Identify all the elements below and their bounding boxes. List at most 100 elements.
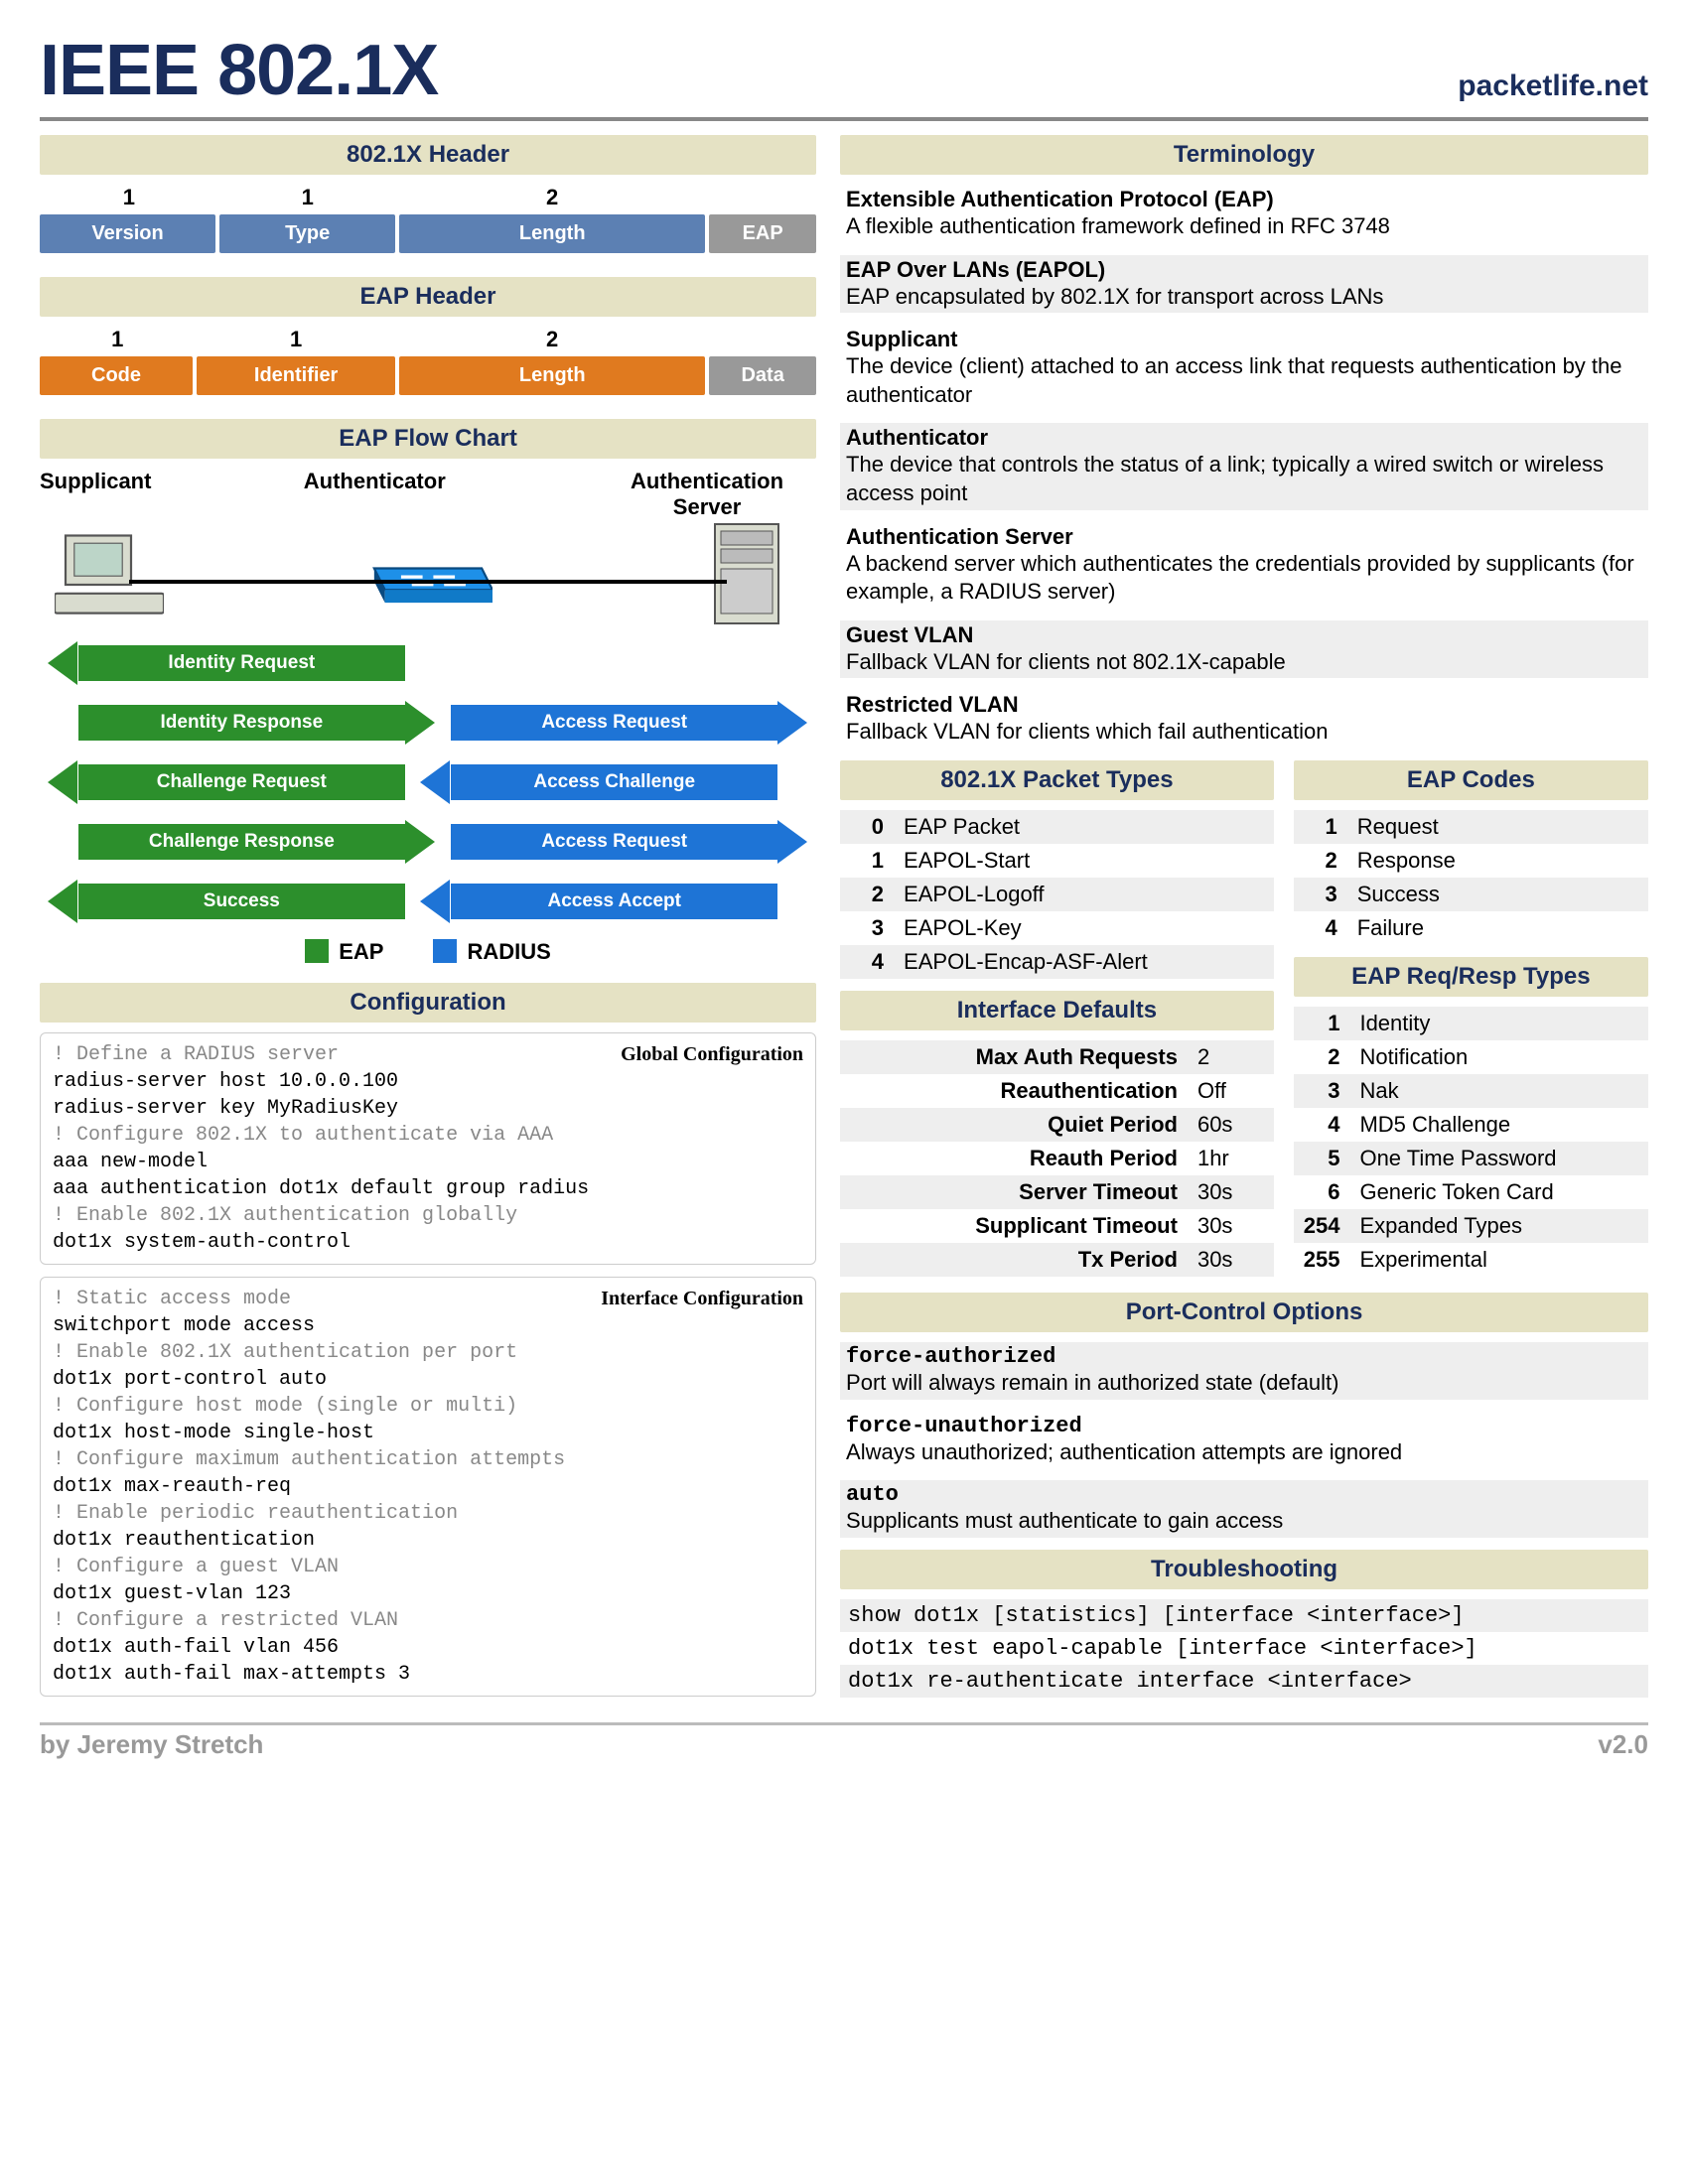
default-value: 30s <box>1188 1209 1274 1243</box>
term-title: Restricted VLAN <box>846 692 1642 718</box>
arrow-label: Access Request <box>451 824 776 860</box>
code-label: Generic Token Card <box>1349 1175 1648 1209</box>
term-title: EAP Over LANs (EAPOL) <box>846 257 1642 283</box>
header-eap-byte-row: 112 <box>40 327 816 352</box>
port-control-item: force-authorizedPort will always remain … <box>840 1342 1648 1400</box>
code-number: 4 <box>1294 911 1347 945</box>
arrow-label: Access Accept <box>451 884 776 919</box>
code-label: EAP Packet <box>894 810 1274 844</box>
code-number: 2 <box>840 878 894 911</box>
byte-count: 1 <box>195 327 396 352</box>
table-row: 4Failure <box>1294 911 1648 945</box>
term-desc: Fallback VLAN for clients which fail aut… <box>846 718 1642 747</box>
code-number: 1 <box>1294 810 1347 844</box>
default-value: Off <box>1188 1074 1274 1108</box>
term-desc: Fallback VLAN for clients not 802.1X-cap… <box>846 648 1642 677</box>
pc-term: force-unauthorized <box>846 1414 1642 1438</box>
table-row: Supplicant Timeout30s <box>840 1209 1274 1243</box>
default-value: 60s <box>1188 1108 1274 1142</box>
legend-item: RADIUS <box>433 939 550 965</box>
config-command: dot1x port-control auto <box>53 1366 803 1393</box>
code-label: MD5 Challenge <box>1349 1108 1648 1142</box>
flow-arrow: Access Request <box>40 701 816 745</box>
band-defaults: Interface Defaults <box>840 991 1274 1030</box>
code-number: 255 <box>1294 1243 1350 1277</box>
config-command: radius-server host 10.0.0.100 <box>53 1068 803 1095</box>
flow-row: Challenge ResponseAccess Request <box>40 820 816 864</box>
pc-desc: Always unauthorized; authentication atte… <box>846 1438 1642 1467</box>
troubleshoot-command: dot1x test eapol-capable [interface <int… <box>840 1632 1648 1665</box>
code-label: Identity <box>1349 1007 1648 1040</box>
legend-item: EAP <box>305 939 383 965</box>
term-title: Authentication Server <box>846 524 1642 550</box>
table-row: Server Timeout30s <box>840 1175 1274 1209</box>
flow-arrow: Access Accept <box>40 880 816 923</box>
flow-chart: Supplicant Authenticator Authentication … <box>40 469 816 965</box>
header-cell: Identifier <box>197 356 395 395</box>
flow-arrow: Identity Request <box>40 641 816 685</box>
code-number: 4 <box>840 945 894 979</box>
byte-count: 1 <box>40 327 195 352</box>
packet-types-table: 0EAP Packet1EAPOL-Start2EAPOL-Logoff3EAP… <box>840 810 1274 979</box>
table-row: 1Identity <box>1294 1007 1648 1040</box>
term-block: Restricted VLANFallback VLAN for clients… <box>840 690 1648 749</box>
config-comment: ! Configure maximum authentication attem… <box>53 1446 803 1473</box>
default-label: Max Auth Requests <box>840 1040 1188 1074</box>
code-number: 0 <box>840 810 894 844</box>
term-block: AuthenticatorThe device that controls th… <box>840 423 1648 509</box>
term-block: Extensible Authentication Protocol (EAP)… <box>840 185 1648 243</box>
header-eap-cells: CodeIdentifierLengthData <box>40 356 816 395</box>
flow-row: Identity ResponseAccess Request <box>40 701 816 745</box>
term-title: Authenticator <box>846 425 1642 451</box>
role-supplicant: Supplicant <box>40 469 151 520</box>
header-cell: Data <box>709 356 816 395</box>
table-row: 4MD5 Challenge <box>1294 1108 1648 1142</box>
code-label: EAPOL-Key <box>894 911 1274 945</box>
flow-arrow: Access Request <box>40 820 816 864</box>
table-row: 5One Time Password <box>1294 1142 1648 1175</box>
table-row: 3EAPOL-Key <box>840 911 1274 945</box>
authenticator-icon <box>358 529 497 618</box>
term-desc: A flexible authentication framework defi… <box>846 212 1642 241</box>
byte-count: 1 <box>218 185 397 210</box>
code-number: 3 <box>1294 878 1347 911</box>
default-value: 30s <box>1188 1243 1274 1277</box>
arrow-label: Identity Request <box>78 645 404 681</box>
table-row: 1Request <box>1294 810 1648 844</box>
arrow-tip-icon <box>420 880 450 923</box>
terminology-list: Extensible Authentication Protocol (EAP)… <box>840 185 1648 749</box>
footer-rule <box>40 1722 1648 1725</box>
arrow-tip-icon <box>777 701 807 745</box>
default-value: 30s <box>1188 1175 1274 1209</box>
code-label: Experimental <box>1349 1243 1648 1277</box>
default-label: Reauthentication <box>840 1074 1188 1108</box>
band-troubleshooting: Troubleshooting <box>840 1550 1648 1589</box>
default-label: Tx Period <box>840 1243 1188 1277</box>
title-rule <box>40 117 1648 121</box>
band-eap-codes: EAP Codes <box>1294 760 1648 800</box>
config-command: dot1x auth-fail vlan 456 <box>53 1634 803 1661</box>
config-command: dot1x host-mode single-host <box>53 1420 803 1446</box>
config-comment: ! Enable 802.1X authentication per port <box>53 1339 803 1366</box>
term-title: Guest VLAN <box>846 622 1642 648</box>
term-desc: A backend server which authenticates the… <box>846 550 1642 607</box>
config-comment: ! Enable periodic reauthentication <box>53 1500 803 1527</box>
table-row: 2Response <box>1294 844 1648 878</box>
supplicant-icon <box>40 529 179 618</box>
table-row: 3Success <box>1294 878 1648 911</box>
header-8021x-cells: VersionTypeLengthEAP <box>40 214 816 253</box>
config-comment: ! Configure host mode (single or multi) <box>53 1393 803 1420</box>
code-number: 6 <box>1294 1175 1350 1209</box>
default-label: Reauth Period <box>840 1142 1188 1175</box>
code-number: 5 <box>1294 1142 1350 1175</box>
band-flow: EAP Flow Chart <box>40 419 816 459</box>
flow-legend: EAP RADIUS <box>40 939 816 965</box>
flow-row: Challenge RequestAccess Challenge <box>40 760 816 804</box>
port-control-item: force-unauthorizedAlways unauthorized; a… <box>840 1412 1648 1469</box>
pc-desc: Supplicants must authenticate to gain ac… <box>846 1507 1642 1536</box>
config-command: dot1x guest-vlan 123 <box>53 1580 803 1607</box>
site-link[interactable]: packetlife.net <box>1458 69 1648 103</box>
interface-config-box: Interface Configuration ! Static access … <box>40 1277 816 1697</box>
table-row: Reauth Period1hr <box>840 1142 1274 1175</box>
config-command: aaa authentication dot1x default group r… <box>53 1175 803 1202</box>
